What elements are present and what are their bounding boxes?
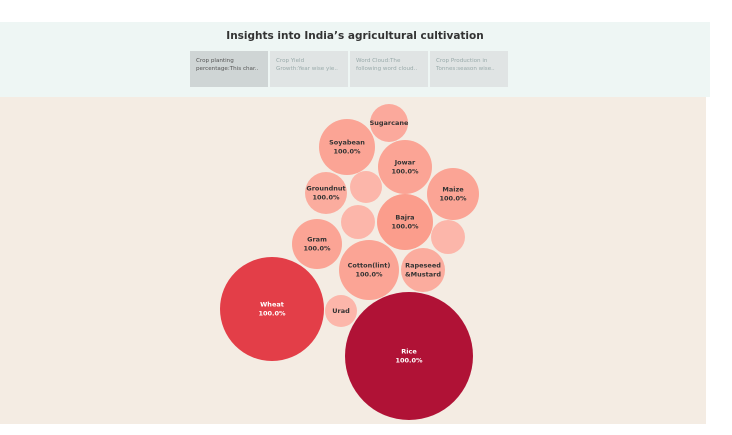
bubble-value-label: 100.0% xyxy=(391,168,419,176)
tab-line: Growth:Year wise yie.. xyxy=(276,66,338,72)
tab-line: Tonnes:season wise.. xyxy=(436,66,495,72)
bubble-name-label: Rapeseed xyxy=(405,262,441,270)
bubble-value-label: 100.0% xyxy=(439,195,467,203)
bubble-value-label: 100.0% xyxy=(391,223,419,231)
bubble-name-label: Gram xyxy=(307,236,327,244)
bubble-value-label: 100.0% xyxy=(355,271,383,279)
bubble-sugarcane[interactable] xyxy=(370,104,408,142)
bubble-wheat[interactable] xyxy=(220,257,324,361)
bubble-unlabeled[interactable] xyxy=(431,220,465,254)
tab-line: following word cloud.. xyxy=(356,66,418,72)
page-title: Insights into India’s agricultural culti… xyxy=(226,30,484,42)
bubble-name-label: &Mustard xyxy=(405,271,441,279)
bubble-soyabean[interactable] xyxy=(319,119,375,175)
story-tab-word-cloud[interactable]: Word Cloud:The following word cloud.. xyxy=(350,51,428,87)
bubble-unlabeled[interactable] xyxy=(350,171,382,203)
bubble-name-label: Cotton(lint) xyxy=(348,262,391,270)
bubble-name-label: Maize xyxy=(442,186,464,194)
tab-line: percentage:This char.. xyxy=(196,66,259,72)
story-tab-crop-production[interactable]: Crop Production in Tonnes:season wise.. xyxy=(430,51,508,87)
bubble-maize[interactable] xyxy=(427,168,479,220)
bubble-value-label: 100.0% xyxy=(333,148,361,156)
story-header: Insights into India’s agricultural culti… xyxy=(0,22,710,97)
bubble-unlabeled[interactable] xyxy=(341,205,375,239)
bubble-gram[interactable] xyxy=(292,219,342,269)
viz-canvas: Sugarcane Soyabean 100.0% Jowar 100.0% Maize 1… xyxy=(0,97,706,424)
bubble-jowar[interactable] xyxy=(378,140,432,194)
bubble-value-label: 100.0% xyxy=(303,245,331,253)
tab-line: Word Cloud:The xyxy=(356,58,401,64)
bubble-value-label: 100.0% xyxy=(312,194,340,202)
bubble-rapeseed-mustard[interactable] xyxy=(401,248,445,292)
bubble-name-label: Sugarcane xyxy=(370,119,409,127)
bubble-cotton-lint-[interactable] xyxy=(339,240,399,300)
bubble-urad[interactable] xyxy=(325,295,357,327)
story-tab-crop-yield[interactable]: Crop Yield Growth:Year wise yie.. xyxy=(270,51,348,87)
bubble-value-label: 100.0% xyxy=(258,310,286,318)
story-tabs: Crop planting percentage:This char.. Cro… xyxy=(190,51,510,87)
bubble-chart[interactable]: SugarcaneSoyabean100.0%Jowar100.0%Maize1… xyxy=(0,97,706,424)
bubble-value-label: 100.0% xyxy=(395,357,423,365)
bubble-name-label: Bajra xyxy=(395,214,414,222)
bubble-bajra[interactable] xyxy=(377,194,433,250)
bubble-name-label: Jowar xyxy=(394,159,416,167)
story-tab-crop-planting[interactable]: Crop planting percentage:This char.. xyxy=(190,51,268,87)
bubble-groundnut[interactable] xyxy=(305,172,347,214)
bubble-rice[interactable] xyxy=(345,292,473,420)
tab-line: Crop planting xyxy=(196,58,234,64)
bubble-name-label: Urad xyxy=(332,307,350,315)
bubble-name-label: Wheat xyxy=(260,301,284,309)
tab-line: Crop Yield xyxy=(276,58,305,64)
bubble-name-label: Groundnut xyxy=(306,185,345,193)
bubble-name-label: Soyabean xyxy=(329,139,365,147)
tab-line: Crop Production in xyxy=(436,58,488,64)
bubble-name-label: Rice xyxy=(401,348,417,356)
